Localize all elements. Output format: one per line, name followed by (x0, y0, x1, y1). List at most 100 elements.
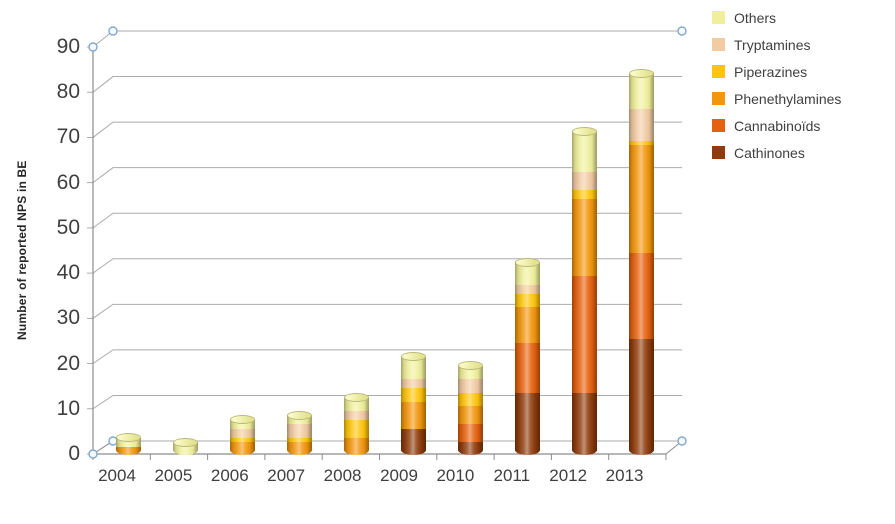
bar-segment-piperazines[interactable] (514, 293, 540, 307)
gridline (87, 30, 682, 48)
legend-label: Others (734, 9, 777, 26)
bar-segment-phenethylamines[interactable] (115, 446, 141, 455)
bar-segment-tryptamines[interactable] (343, 410, 369, 420)
bar-segment-tryptamines[interactable] (571, 172, 597, 190)
bar-segment-piperazines[interactable] (343, 419, 369, 438)
x-axis-category-label: 2008 (323, 466, 362, 485)
bar-segment-cannabinoïds[interactable] (628, 253, 654, 339)
cylinder-top-cap (286, 410, 312, 420)
bar-segment-piperazines[interactable] (229, 437, 255, 442)
bar-segment-others[interactable] (115, 437, 141, 447)
x-axis-category-label: 2006 (210, 466, 249, 485)
bar-segment-piperazines[interactable] (628, 140, 654, 145)
x-axis-category-label: 2012 (549, 466, 588, 485)
bar-segment-cannabinoïds[interactable] (514, 343, 540, 393)
y-axis-tick-label: 10 (56, 396, 80, 420)
cylinder-top-cap (628, 68, 654, 78)
legend-label: Cathinones (734, 144, 805, 161)
legend-swatch (712, 65, 725, 78)
bar-segment-phenethylamines[interactable] (457, 406, 483, 424)
bar-segment-cathinones[interactable] (400, 428, 426, 455)
bar-segment-tryptamines[interactable] (628, 109, 654, 141)
chart-corner-handle (677, 436, 687, 446)
bar-segment-tryptamines[interactable] (514, 284, 540, 294)
bar-segment-others[interactable] (571, 131, 597, 172)
bar-segment-cannabinoïds[interactable] (457, 424, 483, 442)
bar-segment-piperazines[interactable] (571, 190, 597, 199)
legend-item-cathinones[interactable]: Cathinones (712, 139, 841, 166)
bar-segment-cathinones[interactable] (628, 338, 654, 455)
bar-segment-others[interactable] (628, 73, 654, 109)
y-axis-tick-label: 40 (56, 261, 80, 285)
gridline (87, 167, 682, 184)
cylinder-top-cap (457, 361, 483, 370)
legend-label: Tryptamines (734, 36, 811, 53)
bar-segment-others[interactable] (286, 415, 312, 424)
gridline (87, 303, 682, 319)
bar-segment-tryptamines[interactable] (229, 428, 255, 438)
gridline (87, 394, 682, 410)
y-axis-tick-label: 80 (56, 80, 80, 104)
x-axis-category-label: 2007 (267, 466, 306, 485)
y-axis-tick-label: 30 (56, 306, 80, 330)
chart-corner-handle (108, 26, 118, 36)
bar-segment-tryptamines[interactable] (457, 379, 483, 393)
x-axis-category-label: 2009 (380, 466, 418, 485)
bar-segment-piperazines[interactable] (286, 437, 312, 442)
chart-corner-handle (88, 42, 98, 52)
x-axis-category-label: 2011 (493, 466, 531, 485)
bar-segment-cathinones[interactable] (571, 392, 597, 455)
legend-item-cannabinoïds[interactable]: Cannabinoïds (712, 112, 841, 139)
bar-segment-phenethylamines[interactable] (571, 199, 597, 276)
y-axis-tick-label: 90 (56, 35, 80, 58)
cylinder-top-cap (229, 415, 255, 424)
bar-segment-piperazines[interactable] (400, 388, 426, 402)
bar-segment-others[interactable] (400, 356, 426, 379)
x-axis-category-label: 2004 (98, 466, 136, 485)
bar-segment-cannabinoïds[interactable] (571, 275, 597, 393)
gridline (87, 349, 682, 365)
legend-item-phenethylamines[interactable]: Phenethylamines (712, 85, 841, 112)
bar-segment-phenethylamines[interactable] (400, 401, 426, 429)
legend-item-tryptamines[interactable]: Tryptamines (712, 31, 841, 58)
legend-label: Piperazines (734, 63, 808, 80)
gridline (87, 258, 682, 274)
legend-item-others[interactable]: Others (712, 4, 841, 31)
legend-swatch (712, 92, 725, 105)
legend-swatch (712, 146, 725, 159)
bar-segment-phenethylamines[interactable] (343, 437, 369, 455)
cylinder-top-cap (172, 437, 198, 447)
x-axis-category-label: 2005 (154, 466, 193, 485)
gridline (87, 212, 682, 229)
bar-segment-tryptamines[interactable] (286, 424, 312, 438)
y-axis-tick-label: 70 (56, 125, 80, 149)
legend-item-piperazines[interactable]: Piperazines (712, 58, 841, 85)
legend-label: Phenethylamines (734, 90, 842, 107)
gridline (87, 76, 682, 93)
bar-segment-phenethylamines[interactable] (514, 307, 540, 343)
bar-segment-others[interactable] (229, 419, 255, 429)
bar-segment-phenethylamines[interactable] (628, 145, 654, 253)
bar-segment-tryptamines[interactable] (400, 379, 426, 388)
legend-label: Cannabinoïds (734, 117, 821, 134)
legend-swatch (712, 38, 725, 51)
bar-segment-piperazines[interactable] (457, 392, 483, 406)
cylinder-top-cap (571, 127, 597, 136)
gridline (87, 121, 682, 138)
bar-segment-cathinones[interactable] (514, 392, 540, 455)
y-axis-tick-label: 60 (56, 170, 80, 194)
x-axis-category-label: 2010 (436, 466, 475, 485)
y-axis-tick-label: 0 (68, 442, 80, 465)
bar-segment-phenethylamines[interactable] (286, 442, 312, 455)
cylinder-top-cap (115, 433, 141, 442)
bar-segment-cathinones[interactable] (457, 442, 483, 455)
bar-segment-phenethylamines[interactable] (229, 442, 255, 455)
legend: Others Tryptamines Piperazines Phenethylami… (712, 4, 841, 166)
x-axis-category-label: 2013 (605, 466, 644, 485)
y-axis-tick-label: 50 (56, 215, 80, 239)
cylinder-top-cap (343, 392, 369, 402)
cylinder-top-cap (514, 257, 540, 267)
legend-swatch (712, 11, 725, 24)
bar-segment-others[interactable] (514, 262, 540, 285)
